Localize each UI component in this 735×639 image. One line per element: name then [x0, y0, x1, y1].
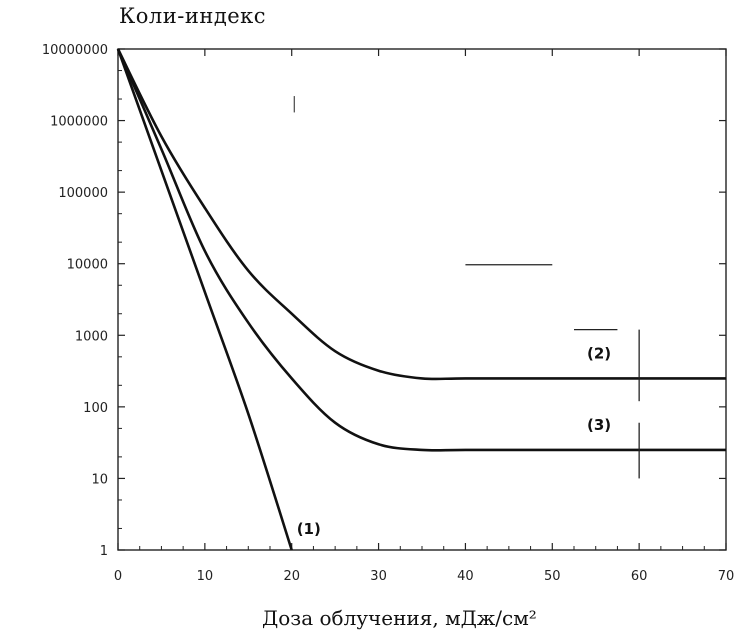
plot-frame — [117, 48, 727, 551]
series-line-1 — [116, 48, 726, 381]
series-line-0 — [116, 48, 293, 551]
x-tick-label: 0 — [114, 569, 122, 584]
x-tick-label: 30 — [370, 569, 387, 584]
y-tick-label: 10 — [91, 472, 108, 487]
y-axis-label: Коли-индекс — [119, 4, 267, 28]
y-tick-label: 1 — [100, 544, 108, 559]
series-line-2 — [116, 48, 726, 452]
y-tick-label: 100000 — [58, 186, 108, 201]
y-tick-label: 1000000 — [50, 115, 108, 130]
x-tick-label: 50 — [544, 569, 561, 584]
x-tick-label: 60 — [631, 569, 648, 584]
series-label-1: (1) — [297, 520, 321, 538]
y-tick-label: 10000 — [67, 258, 108, 273]
y-tick-label: 10000000 — [42, 43, 108, 58]
x-tick-label: 20 — [283, 569, 300, 584]
x-axis-label: Доза облучения, мДж/см² — [262, 606, 537, 630]
x-tick-label: 70 — [718, 569, 735, 584]
y-tick-label: 1000 — [75, 329, 108, 344]
x-tick-label: 10 — [197, 569, 214, 584]
series-label-2: (2) — [587, 344, 611, 362]
y-tick-label: 100 — [83, 401, 108, 416]
series-label-3: (3) — [587, 416, 611, 434]
x-tick-label: 40 — [457, 569, 474, 584]
